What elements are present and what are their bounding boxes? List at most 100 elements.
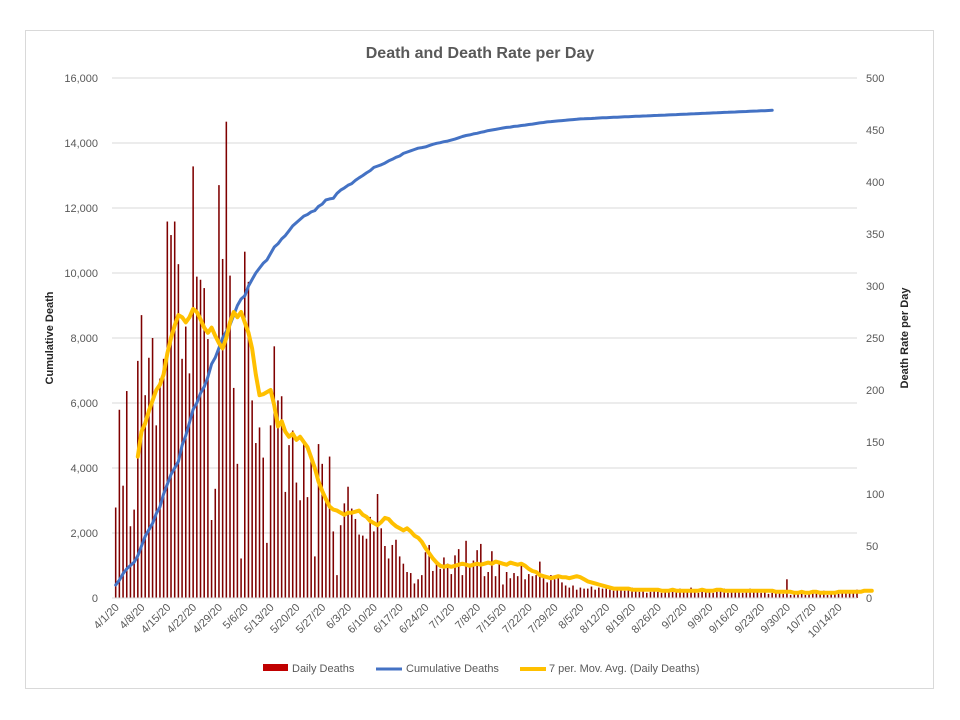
daily-deaths-bar [738,590,740,598]
chart-frame [25,30,934,689]
daily-deaths-bar [255,443,257,598]
cumulative-deaths-line [114,108,774,587]
x-tick-label: 7/1/20 [427,602,457,632]
daily-deaths-bar [380,528,383,598]
daily-deaths-bar [664,589,666,598]
daily-deaths-bar [649,591,652,598]
daily-deaths-bar [498,563,501,598]
daily-deaths-bar [561,582,563,598]
daily-deaths-bar [646,592,648,598]
gridlines [112,77,857,534]
moving-average-line [135,306,874,595]
daily-deaths-bar [328,456,331,598]
daily-deaths-bar [273,346,276,598]
right-tick-label: 350 [866,229,884,241]
daily-deaths-bar [480,543,482,598]
x-tick-label: 9/2/20 [660,602,690,632]
daily-deaths-bar [310,457,312,598]
daily-deaths-bar [631,587,633,598]
left-tick-label: 4,000 [70,463,98,475]
daily-deaths-bar [288,445,290,598]
daily-deaths-bar [682,590,685,598]
daily-deaths-bar [764,591,766,598]
chart-title: Death and Death Rate per Day [366,45,595,62]
daily-deaths-bar [586,588,589,598]
daily-deaths-bar [815,591,818,598]
right-tick-label: 250 [866,333,884,345]
daily-deaths-bar [199,279,202,598]
daily-deaths-bar [524,579,526,598]
daily-deaths-bar [148,357,150,598]
left-axis-ticks: 0 2,000 4,000 6,000 8,000 10,000 12,000 14,000 1… [64,73,98,605]
daily-deaths-bar [568,587,571,598]
daily-deaths-bar [527,574,530,598]
daily-deaths-bar [129,526,132,598]
daily-deaths-bar [804,594,807,598]
daily-deaths-bar [734,589,737,598]
daily-deaths-bar [472,560,475,598]
daily-deaths-bar [196,276,198,598]
daily-deaths-bar [177,264,180,598]
daily-deaths-bar [620,589,622,598]
daily-deaths-bar [170,235,172,599]
daily-deaths-bar [125,391,128,598]
daily-deaths-bar [531,576,534,598]
daily-deaths-bar [454,555,456,598]
left-tick-label: 6,000 [70,398,98,410]
daily-deaths-bar [325,500,327,598]
daily-deaths-bar [137,360,139,598]
daily-deaths-bar [856,589,858,598]
legend: Daily Deaths Cumulative Deaths 7 per. Mov.… [263,663,700,675]
daily-deaths-bar [793,592,796,598]
daily-deaths-bar [841,590,844,598]
daily-deaths-bar [505,572,508,598]
daily-deaths-bar [705,589,707,598]
daily-deaths-bar [181,358,183,598]
right-tick-label: 200 [866,385,884,397]
daily-deaths-bar [826,594,829,598]
daily-deaths-bar [553,579,556,598]
daily-deaths-bar [203,288,205,598]
daily-deaths-bar [369,516,371,598]
daily-deaths-bar [660,592,663,598]
daily-deaths-bar [218,185,220,598]
daily-deaths-bar [284,491,287,598]
daily-deaths-bar [745,591,748,598]
daily-deaths-bar [852,591,855,598]
daily-deaths-bar [848,591,851,598]
x-tick-label: 4/1/20 [92,602,122,632]
right-tick-label: 150 [866,437,884,449]
daily-deaths-bar [535,575,537,598]
daily-deaths-bar [756,589,759,598]
daily-deaths-bar [336,575,338,598]
daily-deaths-bar [243,251,246,598]
legend-label-daily-deaths: Daily Deaths [292,663,355,675]
daily-deaths-bar [601,588,604,598]
daily-deaths-bar [598,587,600,598]
daily-deaths-bar [443,557,445,598]
daily-deaths-bar [701,591,703,598]
daily-deaths-bar [657,591,659,598]
daily-deaths-bar [786,579,788,598]
legend-label-moving-average: 7 per. Mov. Avg. (Daily Deaths) [549,663,700,675]
daily-deaths-bar [240,558,242,598]
daily-deaths-bar [406,572,408,598]
daily-deaths-bar [299,500,301,598]
daily-deaths-bars [114,121,858,599]
daily-deaths-bar [188,373,191,598]
daily-deaths-bar [343,503,346,598]
daily-deaths-bar [719,590,722,598]
daily-deaths-bar [162,358,165,598]
daily-deaths-bar [516,576,519,598]
daily-deaths-bar [402,563,405,598]
daily-deaths-bar [797,593,799,598]
daily-deaths-bar [767,593,770,598]
daily-deaths-bar [708,590,711,598]
daily-deaths-bar [811,592,814,598]
daily-deaths-bar [457,549,460,598]
daily-deaths-bar [502,584,504,598]
daily-deaths-bar [435,560,438,598]
daily-deaths-bar [365,538,368,598]
daily-deaths-bar [819,593,821,598]
